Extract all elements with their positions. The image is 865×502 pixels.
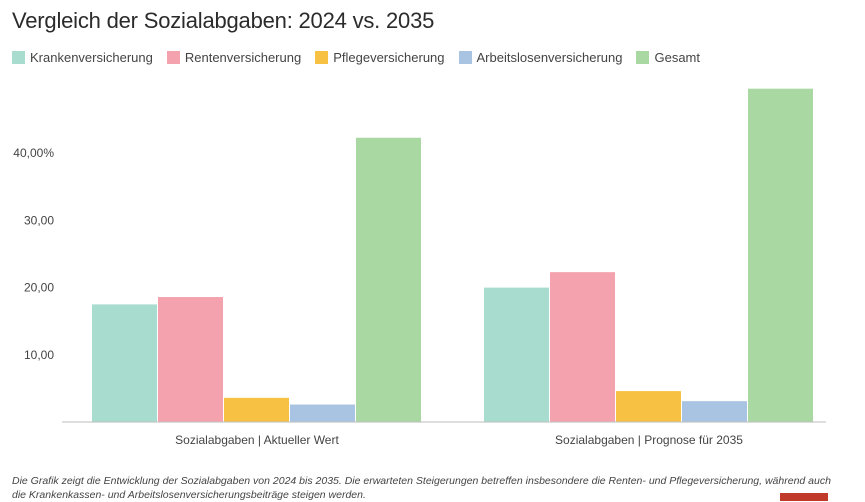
legend-label-pflegeversicherung: Pflegeversicherung (333, 50, 445, 65)
y-tick-label: 10,00 (24, 348, 54, 362)
legend-swatch-pflegeversicherung (315, 51, 329, 64)
bar-gesamt-prognose[interactable] (748, 88, 813, 423)
chart-footnote: Die Grafik zeigt die Entwicklung der Soz… (12, 475, 831, 501)
legend-swatch-gesamt (636, 51, 650, 64)
bar-pflegeversicherung-aktuell[interactable] (224, 397, 289, 422)
bar-pflegeversicherung-prognose[interactable] (616, 391, 681, 422)
legend-swatch-rentenversicherung (166, 51, 180, 64)
chart-title: Vergleich der Sozialabgaben: 2024 vs. 20… (12, 8, 435, 33)
bar-rentenversicherung-prognose[interactable] (550, 272, 615, 422)
legend-label-arbeitslosenversicherung: Arbeitslosenversicherung (476, 50, 623, 65)
x-axis: Sozialabgaben | Aktueller Wert Sozialabga… (175, 433, 743, 447)
bar-rentenversicherung-aktuell[interactable] (158, 297, 223, 422)
x-tick-label: Sozialabgaben | Aktueller Wert (175, 433, 339, 447)
legend-swatch-arbeitslosenversicherung (458, 51, 472, 64)
legend-item-gesamt[interactable]: Gesamt (636, 50, 700, 65)
legend-item-arbeitslosenversicherung[interactable]: Arbeitslosenversicherung (458, 50, 623, 65)
publisher-logo (780, 493, 828, 501)
legend-label-rentenversicherung: Rentenversicherung (184, 50, 302, 65)
y-tick-label: 40,00% (13, 146, 54, 160)
legend-item-rentenversicherung[interactable]: Rentenversicherung (166, 50, 302, 65)
bar-krankenversicherung-prognose[interactable] (484, 287, 549, 422)
chart-plot-area: 10,00 20,00 30,00 40,00% Sozialabgaben | Ak… (13, 88, 826, 447)
bar-gesamt-aktuell[interactable] (356, 137, 421, 422)
bar-krankenversicherung-aktuell[interactable] (92, 304, 157, 422)
legend-swatch-krankenversicherung (12, 51, 25, 64)
y-tick-label: 30,00 (24, 213, 54, 227)
legend-item-krankenversicherung[interactable]: Krankenversicherung (12, 50, 153, 65)
x-tick-label: Sozialabgaben | Prognose für 2035 (555, 433, 743, 447)
legend-item-pflegeversicherung[interactable]: Pflegeversicherung (315, 50, 445, 65)
bar-arbeitslosenversicherung-aktuell[interactable] (290, 404, 355, 422)
bar-arbeitslosenversicherung-prognose[interactable] (682, 401, 747, 422)
legend-label-gesamt: Gesamt (654, 50, 700, 65)
y-axis: 10,00 20,00 30,00 40,00% (13, 146, 54, 362)
legend-label-krankenversicherung: Krankenversicherung (30, 50, 153, 65)
y-tick-label: 20,00 (24, 281, 54, 295)
bar-group (92, 88, 813, 423)
chart-legend: Krankenversicherung Rentenversicherung P… (12, 50, 700, 65)
